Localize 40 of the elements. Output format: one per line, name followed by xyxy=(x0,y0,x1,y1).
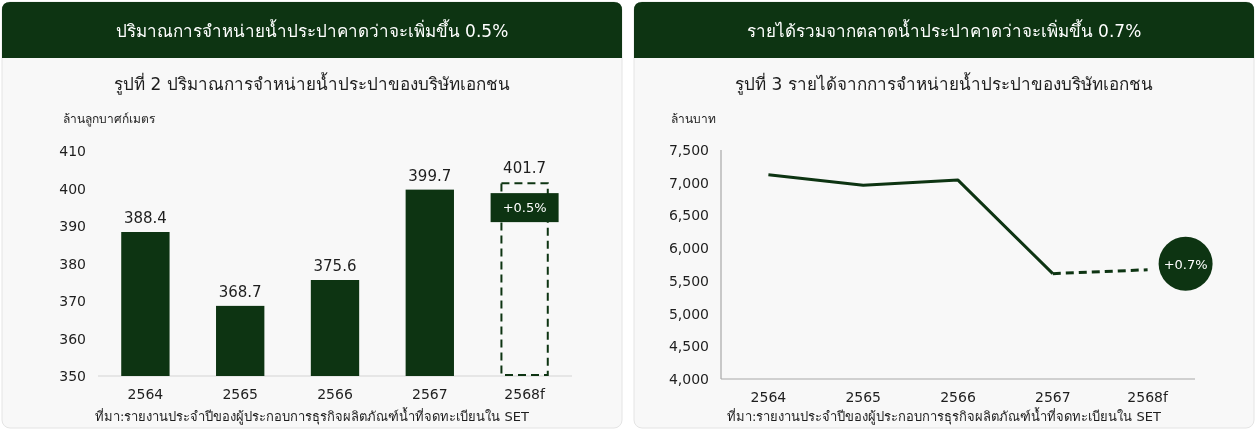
x-tick-label: 2567 xyxy=(411,386,448,402)
annotation: +0.7% xyxy=(1163,256,1208,272)
y-tick-label: 6,500 xyxy=(668,207,709,224)
y-tick-label: 5,000 xyxy=(668,305,709,322)
x-tick-label: 2566 xyxy=(317,386,353,402)
y-tick-label: 7,000 xyxy=(668,174,709,191)
y-tick-label: 370 xyxy=(59,293,86,309)
y-tick-label: 380 xyxy=(59,255,86,272)
y-tick-label: 360 xyxy=(59,330,86,347)
chart-subtitle: รูปที่ 2 ปริมาณการจำหน่ายน้ำประปาของบริษัทเอกชน xyxy=(114,72,510,95)
data-label: 368.7 xyxy=(218,282,262,301)
x-tick-label: 2564 xyxy=(750,389,787,405)
data-label: 401.7 xyxy=(503,159,547,178)
data-label: 388.4 xyxy=(123,209,167,227)
annotation: +0.5% xyxy=(502,200,547,216)
y-tick-label: 410 xyxy=(59,143,86,159)
x-tick-label: 2568f xyxy=(1127,389,1169,405)
y-tick-label: 6,000 xyxy=(668,240,709,257)
chart-subtitle: รูปที่ 3 รายได้จากการจำหน่ายน้ำประปาของบริษัทเอกชน xyxy=(735,72,1153,95)
text: ที่มา:รายงานประจำปีของผู้ประกอบการธุรกิจผลิตภัณฑ์น้ำที่จดทะเบียนใน SET xyxy=(95,407,530,425)
x-tick-label: 2567 xyxy=(1034,389,1071,405)
y-tick-label: 5,500 xyxy=(668,272,709,289)
x-tick-label: 2565 xyxy=(222,386,259,402)
y-axis-title: ล้านบาท xyxy=(671,112,716,126)
data-label: 399.7 xyxy=(408,166,452,185)
y-tick-label: 4,500 xyxy=(668,338,709,355)
chart-title: รายได้รวมจากตลาดน้ำประปาคาดว่าจะเพิ่มขึ้น 0.7% xyxy=(746,19,1142,41)
y-axis-title: ล้านลูกบาศก์เมตร xyxy=(62,112,156,127)
y-tick-label: 7,500 xyxy=(668,142,709,158)
x-tick-label: 2568f xyxy=(504,386,546,402)
x-tick-label: 2564 xyxy=(127,386,164,402)
y-tick-label: 390 xyxy=(59,218,86,234)
y-tick-label: 350 xyxy=(59,368,86,384)
x-tick-label: 2565 xyxy=(845,389,882,405)
chart-title: ปริมาณการจำหน่ายน้ำประปาคาดว่าจะเพิ่มขึ้น 0.5% xyxy=(115,19,509,41)
y-tick-label: 4,000 xyxy=(668,371,709,387)
y-tick-label: 400 xyxy=(59,180,86,197)
data-label: 375.6 xyxy=(313,257,357,275)
x-tick-label: 2566 xyxy=(940,389,976,405)
text: ที่มา:รายงานประจำปีของผู้ประกอบการธุรกิจผลิตภัณฑ์น้ำที่จดทะเบียนใน SET xyxy=(727,407,1162,425)
